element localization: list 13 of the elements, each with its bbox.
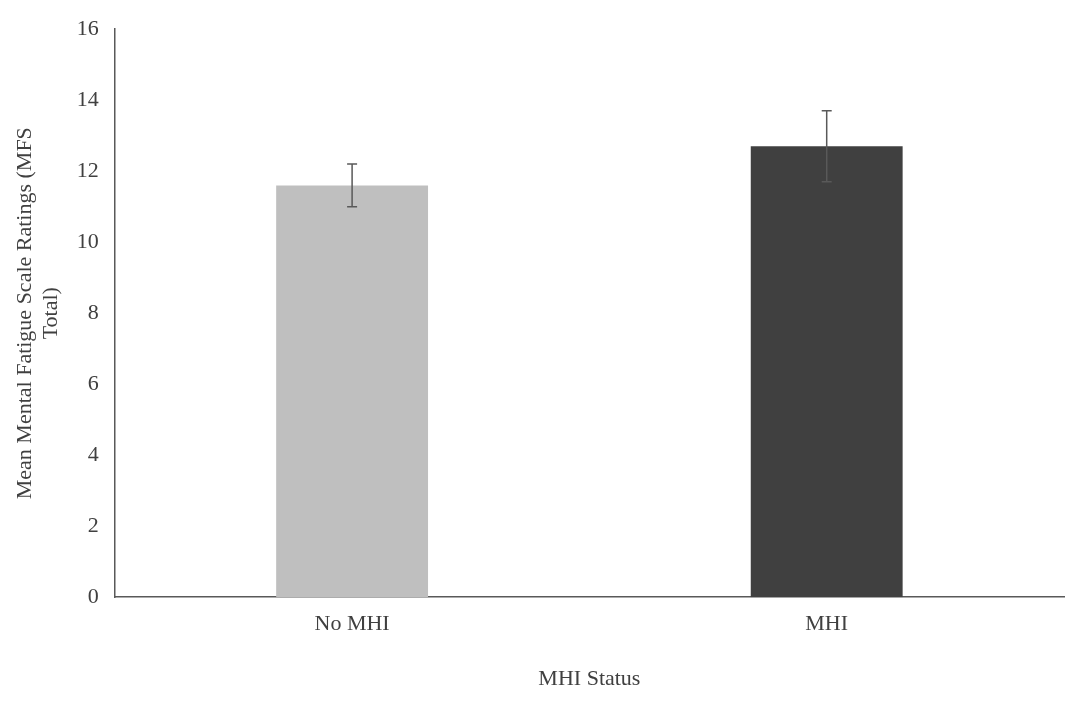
y-tick-label: 4	[87, 440, 99, 466]
y-tick-label: 12	[76, 156, 99, 182]
y-tick-label: 10	[76, 227, 99, 253]
x-axis-title: MHI Status	[538, 664, 641, 690]
y-tick-label: 0	[87, 582, 99, 608]
y-axis-title: Mean Mental Fatigue Scale Ratings (MFS Total)	[10, 127, 63, 500]
x-tick-label: No MHI	[314, 610, 390, 636]
y-tick-label: 2	[87, 511, 99, 537]
x-tick-label: MHI	[805, 610, 849, 636]
y-tick-label: 16	[76, 14, 99, 40]
y-tick-label: 6	[87, 369, 99, 395]
y-tick-label: 8	[87, 298, 99, 324]
y-tick-label: 14	[76, 85, 99, 111]
